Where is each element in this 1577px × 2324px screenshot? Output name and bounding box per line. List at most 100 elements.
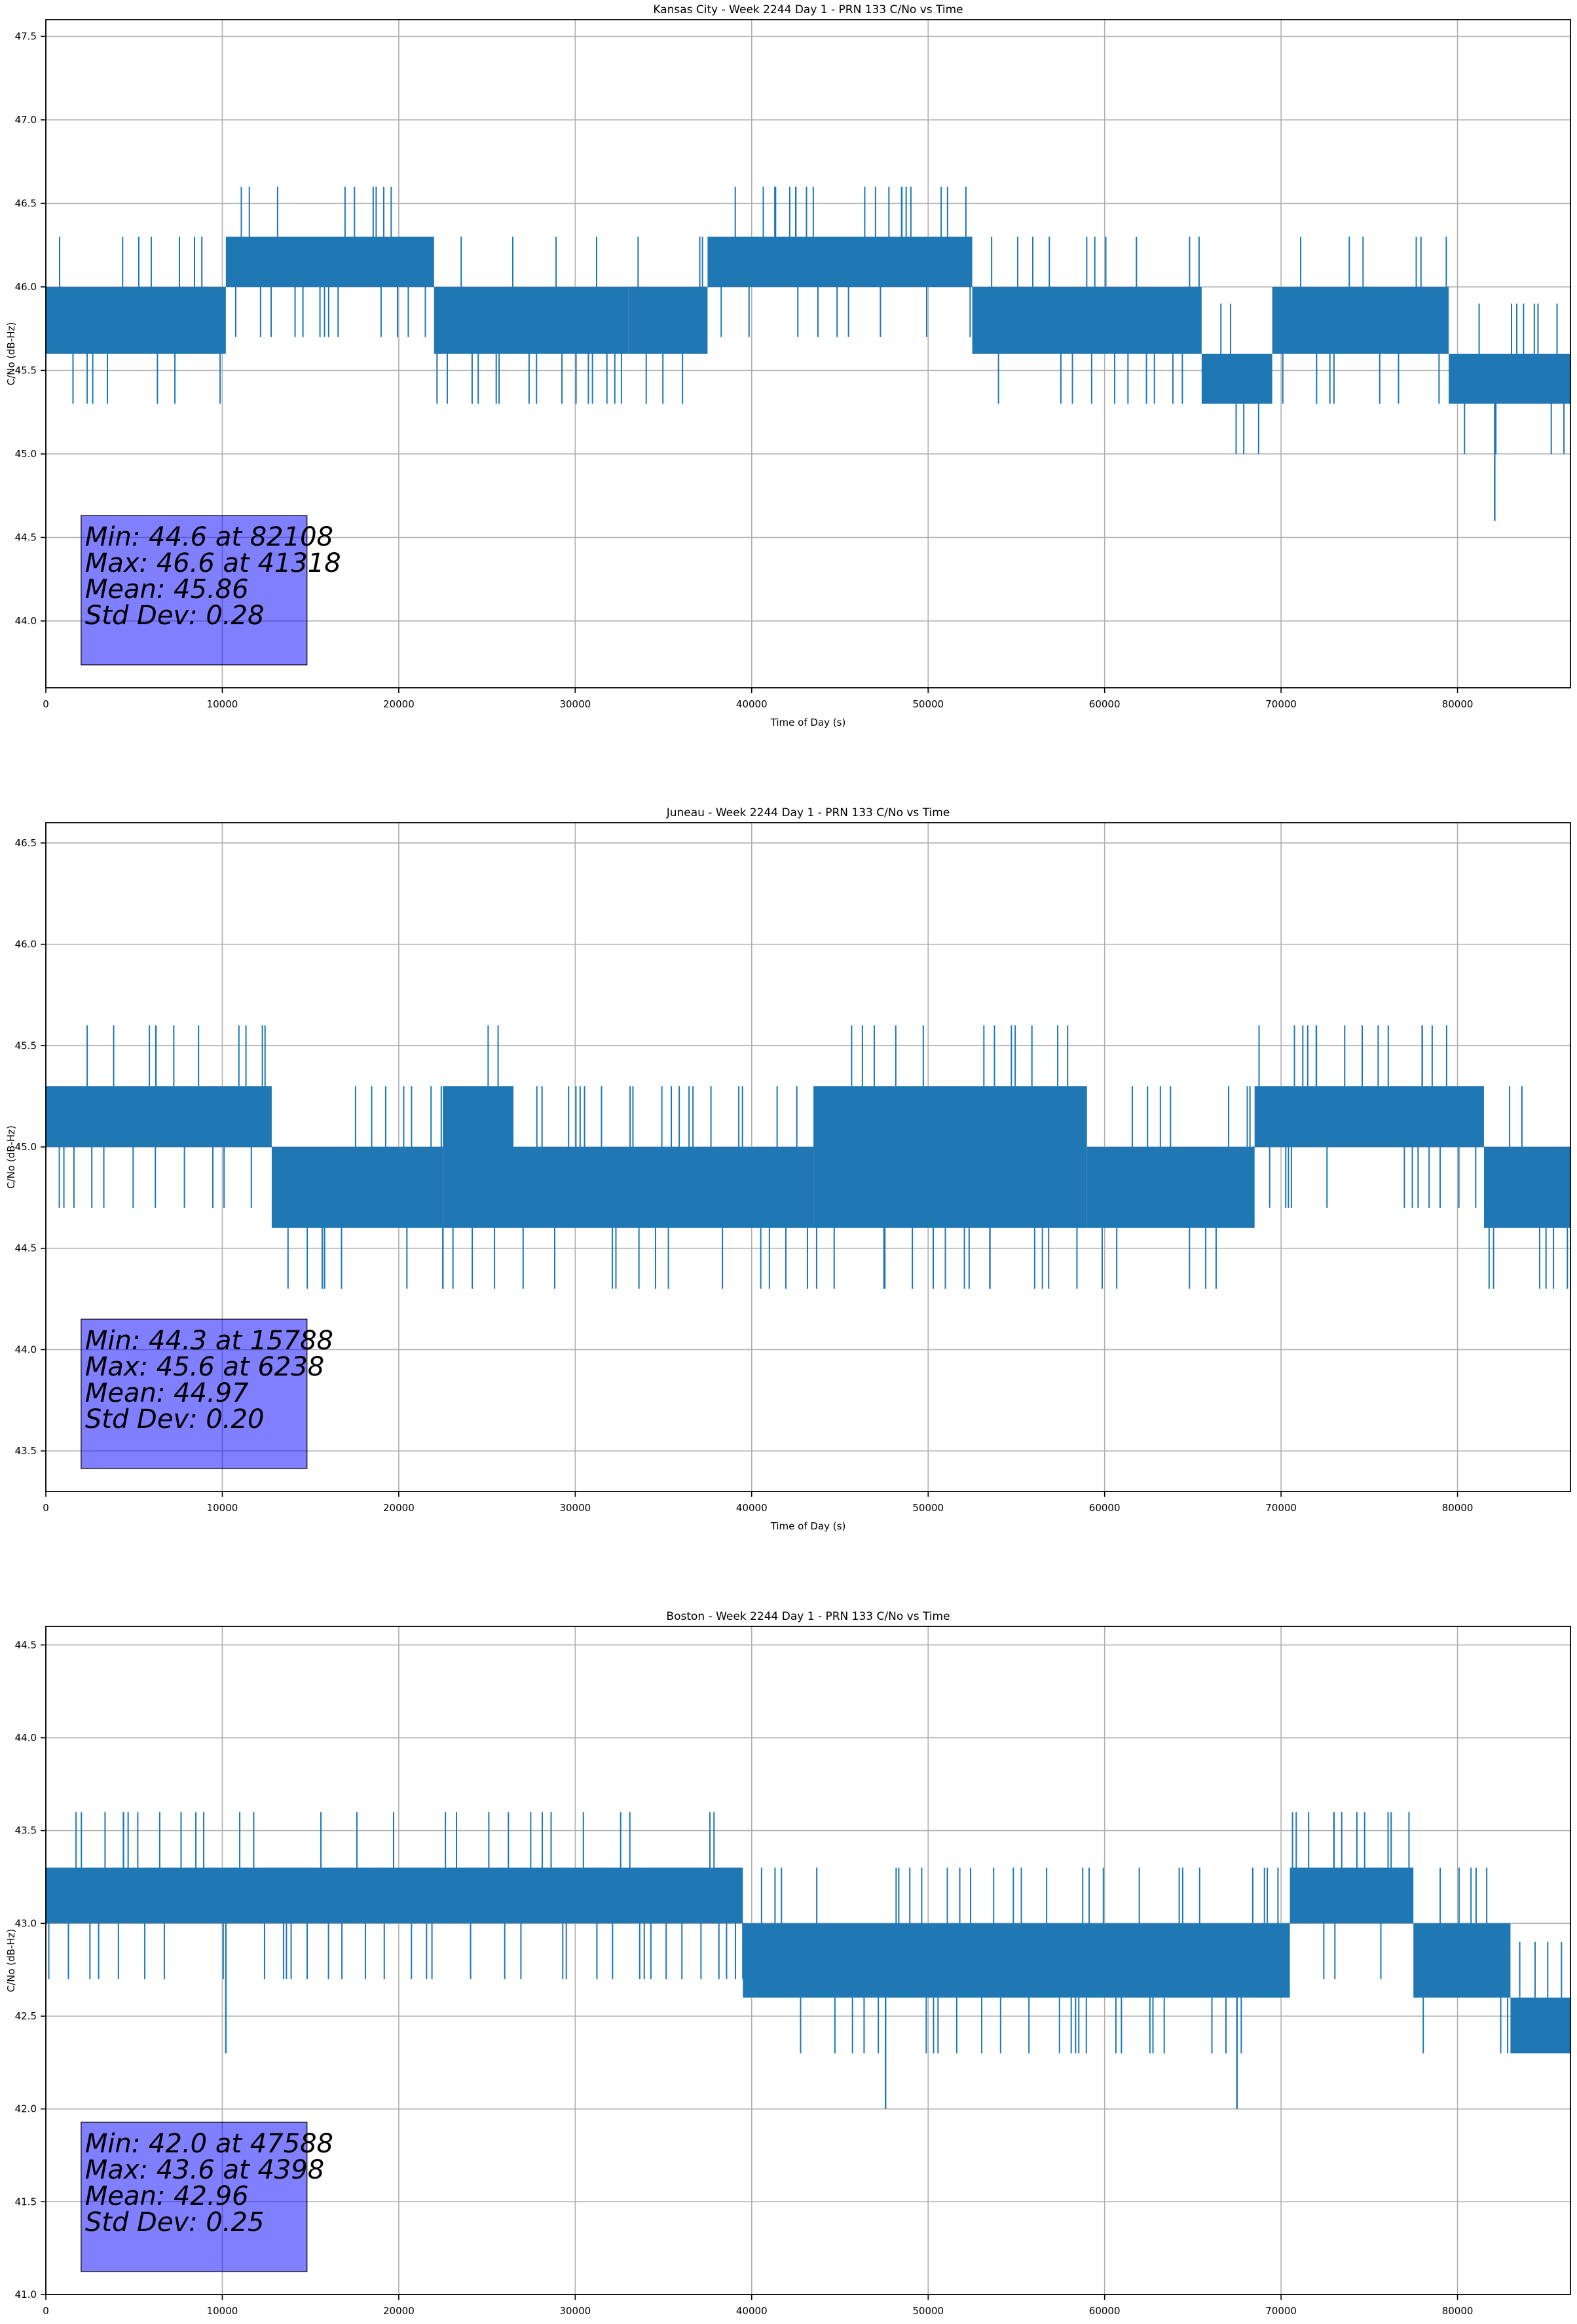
x-tick-label: 40000 [736, 698, 768, 710]
x-tick-label: 70000 [1265, 2305, 1297, 2317]
x-tick-label: 80000 [1442, 2305, 1474, 2317]
y-tick-label: 45.0 [15, 448, 37, 460]
x-tick-label: 70000 [1265, 698, 1297, 710]
x-tick-label: 10000 [207, 1502, 238, 1514]
stats-max: Max: 45.6 at 6238 [85, 1352, 324, 1382]
y-tick-label: 45.5 [15, 365, 37, 377]
x-tick-label: 60000 [1089, 698, 1121, 710]
stats-std: Std Dev: 0.28 [85, 601, 265, 631]
y-tick-label: 46.0 [15, 281, 37, 293]
stats-box [81, 2122, 308, 2272]
x-tick-label: 30000 [559, 698, 591, 710]
data-band [743, 1923, 1290, 1998]
stats-std: Std Dev: 0.25 [85, 2207, 265, 2238]
y-tick-label: 41.0 [15, 2289, 37, 2300]
y-tick-label: 45.0 [15, 1141, 37, 1153]
x-tick-label: 40000 [736, 2305, 768, 2317]
data-band [513, 1147, 814, 1228]
data-band [1086, 1147, 1255, 1228]
x-tick-label: 20000 [383, 2305, 415, 2317]
x-tick-label: 50000 [912, 2305, 944, 2317]
data-series [46, 1025, 1570, 1289]
y-tick-label: 44.0 [15, 1343, 37, 1355]
chart-title: Juneau - Week 2244 Day 1 - PRN 133 C/No … [666, 806, 950, 819]
data-band [813, 1086, 1087, 1228]
x-tick-label: 0 [43, 698, 49, 710]
x-axis-label: Time of Day (s) [770, 717, 846, 728]
stats-box [81, 1319, 308, 1469]
stats-min: Min: 44.6 at 82108 [85, 522, 333, 552]
stats-max: Max: 46.6 at 41318 [85, 548, 341, 578]
data-band [46, 1086, 272, 1148]
y-tick-label: 45.5 [15, 1040, 37, 1051]
data-band [434, 287, 629, 354]
plot-frame [45, 822, 1571, 1492]
chart-title: Kansas City - Week 2244 Day 1 - PRN 133 … [653, 3, 963, 16]
data-band [972, 287, 1202, 354]
y-tick-label: 44.5 [15, 1243, 37, 1254]
x-tick-label: 20000 [383, 698, 415, 710]
chart-panel-3: 0 10000 20000 30000 40000 50000 60000 70000 8000… [5, 1610, 1571, 2324]
stats-mean: Mean: 44.97 [85, 1378, 249, 1408]
x-tick-label: 10000 [207, 698, 238, 710]
x-tick-label: 50000 [912, 1502, 944, 1514]
x-tick-label: 10000 [207, 2305, 238, 2317]
y-tick-label: 44.0 [15, 1732, 37, 1744]
y-tick-label: 43.0 [15, 1917, 37, 1929]
stats-box [81, 515, 308, 665]
chart-panel-2: 0 10000 20000 30000 40000 50000 60000 70000 8000… [5, 806, 1571, 1532]
y-tick-label: 46.0 [15, 939, 37, 950]
x-tick-label: 60000 [1089, 2305, 1121, 2317]
stats-min: Min: 44.3 at 15788 [85, 1326, 333, 1356]
y-tick-label: 43.5 [15, 1825, 37, 1837]
stats-max: Max: 43.6 at 4398 [85, 2155, 324, 2185]
x-tick-label: 70000 [1265, 1502, 1297, 1514]
x-tick-label: 30000 [559, 2305, 591, 2317]
x-tick-label: 20000 [383, 1502, 415, 1514]
data-series [46, 187, 1570, 521]
data-band [1510, 1997, 1570, 2053]
data-band [46, 287, 226, 354]
chart-title: Boston - Week 2244 Day 1 - PRN 133 C/No … [666, 1610, 950, 1623]
data-band [271, 1147, 443, 1228]
data-band [1413, 1923, 1511, 1998]
stats-mean: Mean: 42.96 [85, 2181, 249, 2211]
data-band [1289, 1867, 1414, 1924]
data-band [628, 287, 708, 354]
data-band [46, 1867, 743, 1924]
y-axis-label: C/No (dB-Hz) [5, 322, 17, 386]
y-tick-label: 44.0 [15, 615, 37, 627]
x-tick-label: 0 [43, 2305, 49, 2317]
y-tick-label: 41.5 [15, 2196, 37, 2207]
chart-panel-1: 0 10000 20000 30000 40000 50000 60000 70000 8000… [5, 3, 1571, 728]
y-tick-label: 43.5 [15, 1445, 37, 1457]
data-band [1254, 1086, 1484, 1148]
y-tick-label: 46.5 [15, 198, 37, 210]
y-tick-label: 47.0 [15, 114, 37, 126]
stats-mean: Mean: 45.86 [85, 574, 249, 605]
y-tick-label: 44.5 [15, 532, 37, 544]
x-tick-label: 60000 [1089, 1502, 1121, 1514]
data-series [46, 1812, 1570, 2109]
data-band [225, 236, 434, 287]
plot-frame [45, 19, 1571, 688]
y-tick-label: 44.5 [15, 1639, 37, 1651]
data-band [443, 1086, 514, 1228]
y-tick-label: 42.0 [15, 2103, 37, 2115]
x-tick-label: 30000 [559, 1502, 591, 1514]
x-tick-label: 0 [43, 1502, 49, 1514]
x-tick-label: 40000 [736, 1502, 768, 1514]
y-tick-label: 42.5 [15, 2010, 37, 2022]
y-tick-label: 46.5 [15, 837, 37, 849]
y-tick-label: 47.5 [15, 31, 37, 43]
x-tick-label: 50000 [912, 698, 944, 710]
data-band [707, 236, 973, 287]
data-band [1272, 287, 1449, 354]
data-band [1449, 354, 1570, 404]
data-band [1483, 1147, 1570, 1228]
x-tick-label: 80000 [1442, 1502, 1474, 1514]
plot-frame [45, 1626, 1571, 2295]
y-axis-label: C/No (dB-Hz) [5, 1929, 17, 1993]
stats-std: Std Dev: 0.20 [85, 1404, 265, 1434]
